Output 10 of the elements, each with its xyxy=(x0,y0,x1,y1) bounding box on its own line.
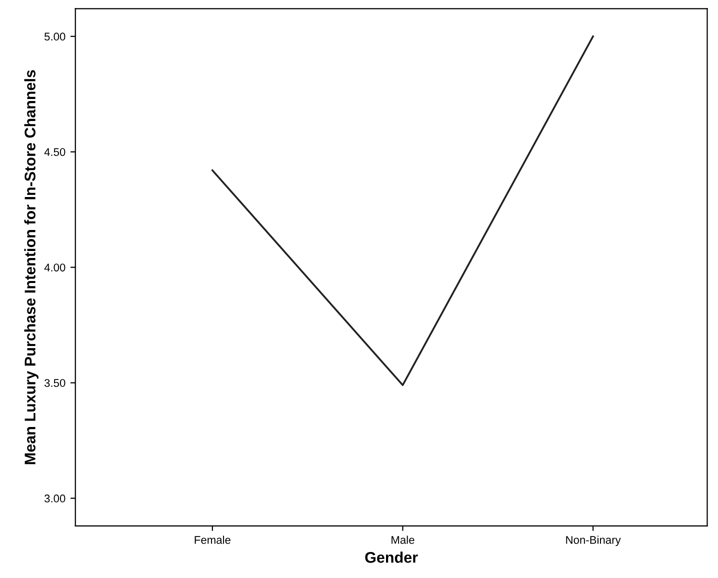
y-tick-label: 3.00 xyxy=(44,494,66,502)
y-tick-label: 3.50 xyxy=(44,379,66,387)
x-tick-label: Female xyxy=(194,536,230,544)
y-tick-label: 5.00 xyxy=(44,32,66,41)
y-tick-label: 4.50 xyxy=(44,148,66,156)
x-axis-title: Gender xyxy=(365,552,418,563)
x-tick-label: Non-Binary xyxy=(566,536,621,546)
y-axis-title: Mean Luxury Purchase Intention for In-Store Channels xyxy=(24,70,38,464)
y-tick-label: 4.00 xyxy=(44,264,66,272)
x-tick-label: Male xyxy=(392,536,414,544)
